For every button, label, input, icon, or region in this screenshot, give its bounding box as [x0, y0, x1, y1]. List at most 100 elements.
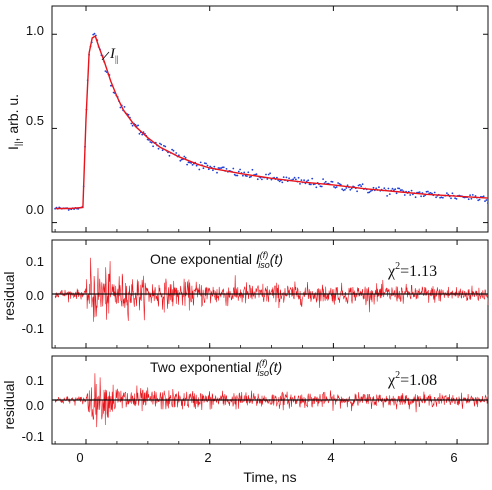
decay-data-point: [331, 181, 334, 183]
decay-data-point: [403, 194, 406, 196]
decay-data-point: [418, 191, 421, 194]
decay-plot-frame: [51, 5, 489, 233]
residual-two-line: [54, 373, 489, 428]
decay-data-point: [164, 145, 167, 148]
decay-data-point: [123, 106, 126, 108]
residual-two-y-tick-label: -0.1: [22, 429, 44, 444]
decay-data-points: [54, 32, 489, 211]
panel-decay: 1.0 0.5 0.0 I||, arb. u. I||: [5, 5, 489, 233]
decay-data-point: [282, 176, 285, 179]
decay-data-point: [293, 176, 296, 179]
decay-data-point: [471, 194, 474, 196]
decay-data-point: [342, 189, 345, 192]
decay-data-point: [428, 192, 431, 195]
decay-data-point: [307, 179, 310, 182]
decay-data-point: [315, 186, 318, 189]
decay-data-point: [454, 197, 456, 200]
decay-data-point: [160, 143, 163, 146]
decay-data-point: [485, 199, 488, 201]
decay-data-point: [474, 195, 477, 197]
decay-data-point: [67, 209, 70, 211]
decay-data-point: [361, 183, 364, 186]
decay-data-point: [308, 183, 311, 186]
residual-one-title: One exponential I(f) iso(t): [150, 250, 283, 270]
residual-one-chi-square: χ2=1.13: [387, 261, 437, 280]
decay-data-point: [440, 196, 443, 199]
decay-data-point: [341, 188, 344, 191]
decay-data-point: [372, 186, 375, 189]
decay-data-point: [216, 171, 218, 174]
decay-data-point: [356, 190, 358, 193]
decay-data-point: [131, 124, 134, 127]
decay-data-point: [265, 173, 267, 176]
decay-data-point: [435, 196, 437, 199]
decay-data-point: [450, 197, 452, 200]
decay-data-point: [337, 182, 339, 184]
decay-data-point: [270, 178, 273, 181]
decay-data-point: [368, 191, 371, 194]
decay-data-point: [175, 152, 178, 154]
decay-data-point: [357, 184, 360, 187]
decay-data-point: [467, 198, 470, 201]
decay-data-point: [335, 186, 338, 188]
decay-data-point: [386, 195, 388, 197]
decay-data-point: [112, 91, 115, 94]
decay-data-point: [482, 195, 485, 198]
decay-data-point: [104, 70, 107, 72]
decay-data-point: [222, 166, 225, 169]
decay-data-point: [146, 138, 149, 141]
decay-data-point: [486, 202, 489, 204]
decay-data-point: [239, 168, 242, 171]
decay-data-point: [202, 167, 205, 170]
decay-data-point: [394, 188, 397, 191]
decay-data-point: [212, 169, 214, 172]
decay-data-point: [429, 192, 432, 194]
decay-data-point: [213, 165, 216, 168]
decay-y-tick-label: 0.5: [26, 113, 44, 128]
decay-data-point: [398, 187, 401, 190]
decay-data-point: [93, 32, 96, 35]
decay-data-point: [292, 178, 295, 181]
decay-data-point: [420, 195, 422, 198]
decay-data-point: [442, 196, 444, 199]
residual-two-title: Two exponential I(f) iso(t): [150, 358, 282, 378]
decay-data-point: [206, 164, 209, 167]
decay-data-point: [157, 147, 160, 150]
decay-data-point: [346, 184, 349, 187]
decay-data-point: [288, 177, 290, 180]
decay-data-point: [393, 189, 395, 192]
decay-data-point: [312, 183, 315, 186]
decay-data-point: [433, 191, 436, 194]
decay-data-point: [119, 106, 122, 109]
decay-data-point: [470, 197, 473, 200]
decay-data-point: [180, 158, 183, 161]
decay-data-point: [281, 181, 284, 184]
decay-data-point: [92, 33, 95, 36]
decay-data-point: [191, 164, 194, 166]
panel-residual-two: 0.1 0.0 -0.1 0 2 4 6 residual Time, ns T…: [1, 355, 489, 485]
decay-fit-line: [55, 35, 489, 210]
decay-data-point: [455, 198, 458, 200]
decay-y-tick-label: 1.0: [26, 23, 44, 38]
decay-data-point: [242, 174, 244, 177]
decay-data-point: [168, 154, 171, 157]
decay-data-point: [205, 162, 208, 165]
decay-data-point: [233, 173, 236, 176]
decay-data-point: [477, 199, 480, 202]
x-axis-label: Time, ns: [243, 469, 296, 485]
decay-data-point: [297, 176, 300, 179]
decay-data-point: [388, 193, 391, 196]
decay-data-point: [137, 124, 140, 127]
decay-data-point: [369, 190, 372, 193]
decay-data-point: [207, 168, 210, 171]
residual-one-ticks: [52, 239, 489, 349]
decay-data-point: [266, 178, 269, 180]
decay-data-point: [278, 180, 281, 183]
decay-data-point: [338, 183, 341, 185]
decay-data-point: [251, 168, 254, 171]
decay-data-point: [152, 145, 155, 148]
decay-data-point: [451, 192, 454, 195]
residual-one-y-tick-label: -0.1: [22, 321, 44, 336]
